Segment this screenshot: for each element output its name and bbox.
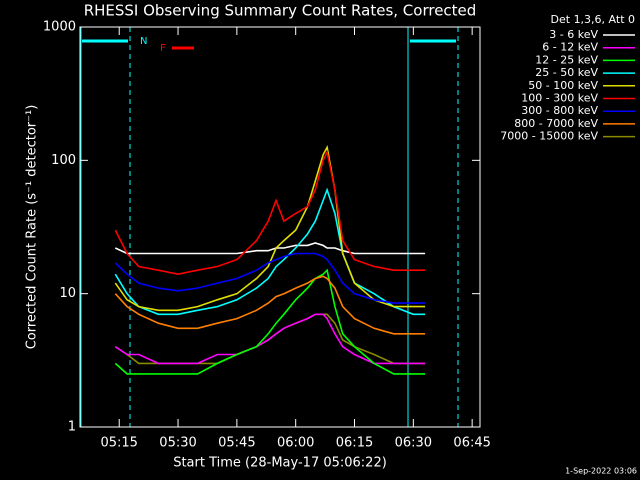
footer: 1-Sep-2022 03:06 [565,467,637,476]
orbit-markers: N F [80,27,459,427]
legend-label: 800 - 7000 keV [514,117,598,130]
legend-label: 100 - 300 keV [521,92,598,105]
y-tick-label: 10 [59,286,76,301]
legend-label: 12 - 25 keV [535,53,598,66]
x-tick-label: 06:00 [277,436,314,451]
series-line [114,275,426,335]
legend-title: Det 1,3,6, Att 0 [551,13,635,26]
series-line [114,145,426,312]
legend-label: 25 - 50 keV [535,66,598,79]
annotation: N [140,36,147,47]
annotation: F [160,43,166,54]
series-line [114,149,426,276]
legend-label: 300 - 800 keV [521,104,598,117]
chart-title: RHESSI Observing Summary Count Rates, Co… [84,2,477,20]
x-tick-label: 06:30 [395,436,432,451]
series-line [114,313,426,365]
x-tick-label: 06:45 [453,436,490,451]
legend-label: 7000 - 15000 keV [500,130,598,143]
y-axis-label: Corrected Count Rate (s⁻¹ detector⁻¹) [25,105,40,350]
y-tick-label: 100 [51,153,76,168]
x-tick-label: 06:15 [336,436,373,451]
series-line [114,252,426,304]
x-axis-label: Start Time (28-May-17 05:06:22) [173,456,387,471]
series-line [114,268,426,375]
x-tick-label: 05:45 [218,436,255,451]
legend-label: 3 - 6 keV [549,28,598,41]
y-tick-label: 1000 [43,20,76,35]
legend-label: 6 - 12 keV [542,41,598,54]
y-tick-label: 1 [68,420,76,435]
series-line [114,242,426,255]
plot-frame [79,26,481,428]
legend-label: 50 - 100 keV [528,79,598,92]
x-tick-label: 05:15 [100,436,137,451]
x-tick-label: 05:30 [159,436,196,451]
